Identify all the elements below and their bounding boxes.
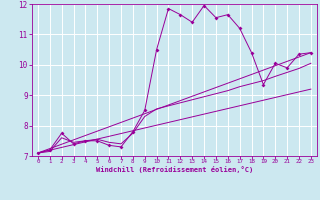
- X-axis label: Windchill (Refroidissement éolien,°C): Windchill (Refroidissement éolien,°C): [96, 166, 253, 173]
